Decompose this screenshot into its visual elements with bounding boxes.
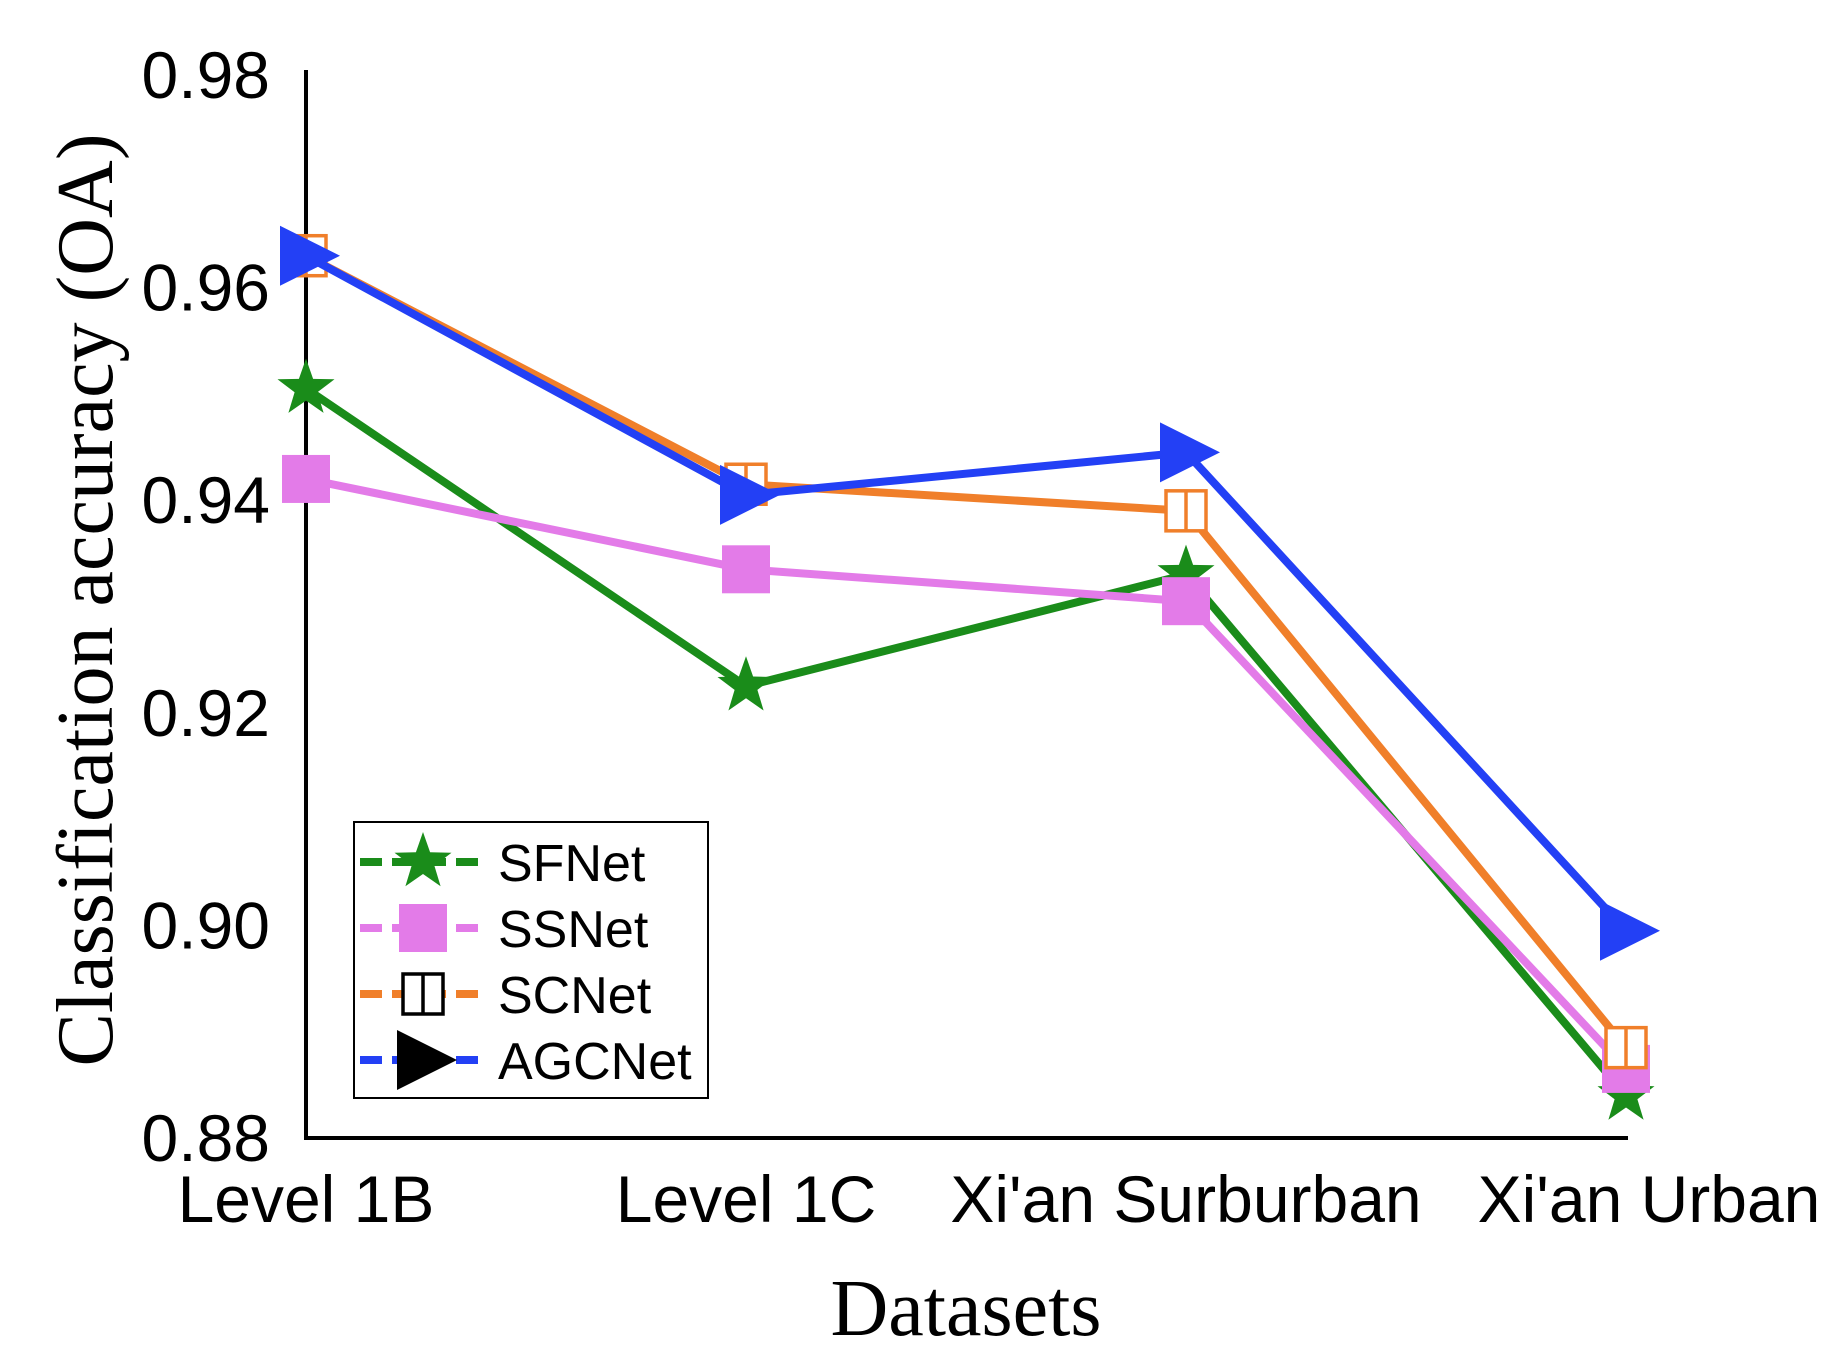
y-tick-label: 0.96 xyxy=(142,251,270,325)
legend-entry-agcnet: AGCNet xyxy=(360,1030,692,1091)
series-line-ssnet xyxy=(302,474,1630,1073)
x-tick-label: Xi'an Urban xyxy=(1478,1162,1821,1236)
data-point-sfnet xyxy=(277,358,335,413)
y-tick-label: 0.88 xyxy=(142,1101,270,1175)
x-axis-title: Datasets xyxy=(830,1265,1101,1353)
legend-label: AGCNet xyxy=(498,1033,692,1091)
legend-marker-ssnet xyxy=(399,904,447,952)
y-tick-label: 0.92 xyxy=(142,676,270,750)
y-tick-label: 0.98 xyxy=(142,38,270,112)
data-point-agcnet xyxy=(1600,900,1660,961)
data-point-ssnet xyxy=(722,545,770,594)
series-agcnet xyxy=(280,225,1660,961)
legend-marker-scnet xyxy=(401,972,445,1016)
legend: SFNet SSNet SCNet AGCNet xyxy=(353,821,709,1099)
x-tick-label: Xi'an Surburban xyxy=(950,1162,1421,1236)
legend-entry-ssnet: SSNet xyxy=(360,901,649,959)
y-tick-label: 0.94 xyxy=(142,463,270,537)
data-point-ssnet xyxy=(282,454,330,503)
data-point-ssnet xyxy=(1162,577,1210,626)
legend-label: SCNet xyxy=(498,967,652,1025)
y-tick-labels: 0.98 0.96 0.94 0.92 0.90 0.88 xyxy=(142,38,270,1175)
x-tick-label: Level 1C xyxy=(616,1162,877,1236)
legend-entry-sfnet: SFNet xyxy=(360,832,646,893)
series-line-agcnet xyxy=(302,251,1630,935)
legend-entry-scnet: SCNet xyxy=(360,967,652,1025)
y-tick-label: 0.90 xyxy=(142,888,270,962)
data-point-agcnet xyxy=(1160,422,1220,483)
series-line-scnet xyxy=(302,251,1630,1052)
data-point-sfnet xyxy=(1157,544,1215,599)
data-point-agcnet xyxy=(720,464,780,525)
data-point-sfnet xyxy=(717,656,775,711)
data-point-scnet xyxy=(1164,489,1208,533)
series-group xyxy=(277,225,1660,1120)
y-axis-title: Classification accuracy (OA) xyxy=(42,134,130,1067)
legend-label: SSNet xyxy=(498,901,649,959)
data-point-scnet xyxy=(1604,1025,1648,1070)
legend-marker-agcnet xyxy=(397,1030,457,1090)
x-tick-label: Level 1B xyxy=(178,1162,435,1236)
legend-marker-sfnet xyxy=(394,832,452,887)
x-tick-labels: Level 1B Level 1C Xi'an Surburban Xi'an Urb… xyxy=(178,1162,1821,1236)
data-point-agcnet xyxy=(280,225,340,286)
legend-label: SFNet xyxy=(498,835,646,893)
